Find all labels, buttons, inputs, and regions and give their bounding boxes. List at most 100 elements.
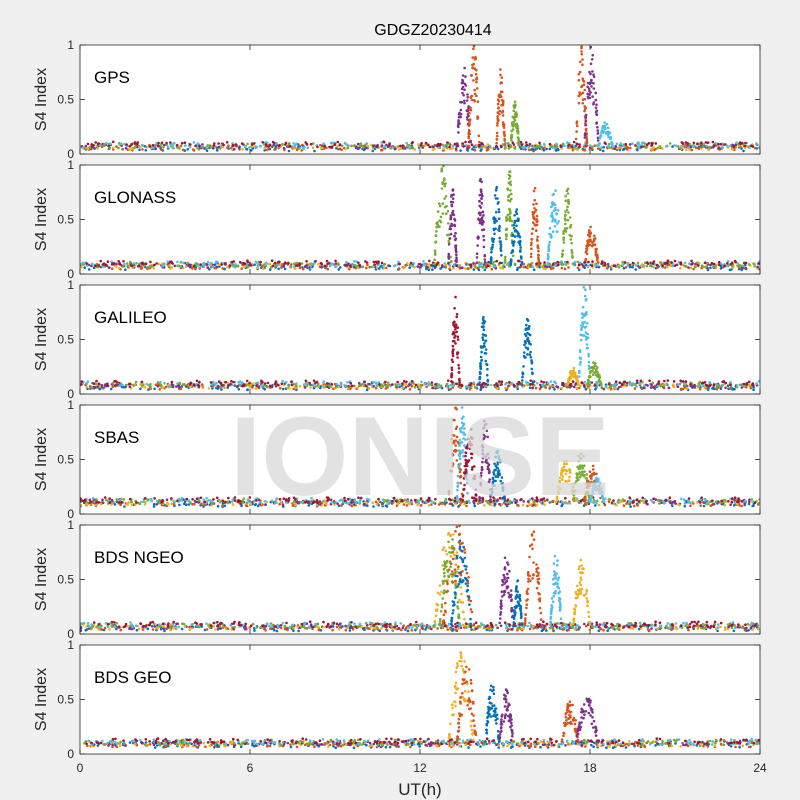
burst-point — [565, 227, 569, 230]
data-point — [593, 384, 597, 387]
burst-point — [575, 122, 579, 125]
burst-point — [528, 342, 531, 345]
burst-point — [529, 263, 532, 266]
data-point — [696, 384, 700, 388]
burst-point — [531, 381, 535, 384]
data-point — [692, 141, 696, 145]
burst-point — [595, 103, 598, 106]
burst-point — [530, 237, 533, 241]
burst-point — [527, 326, 530, 330]
data-point — [328, 385, 331, 388]
burst-point — [453, 307, 456, 310]
burst-point — [532, 212, 535, 215]
data-point — [220, 388, 223, 391]
data-point — [257, 385, 261, 388]
data-point — [170, 502, 174, 506]
data-point — [138, 264, 141, 268]
burst-point — [527, 332, 531, 336]
data-point — [418, 266, 422, 269]
burst-point — [585, 311, 588, 314]
data-point — [181, 148, 185, 152]
burst-point — [526, 338, 529, 342]
burst-point — [523, 351, 526, 354]
data-point — [672, 385, 676, 389]
data-point — [202, 498, 206, 502]
data-point — [574, 382, 578, 385]
data-point — [446, 385, 449, 388]
burst-point — [445, 212, 448, 215]
data-point — [555, 385, 558, 388]
data-point — [440, 265, 444, 269]
burst-point — [441, 212, 445, 215]
data-point — [277, 144, 281, 147]
data-point — [736, 503, 739, 506]
data-point — [334, 262, 338, 265]
data-point — [543, 146, 547, 150]
data-point — [598, 147, 601, 151]
data-point — [319, 385, 322, 388]
data-point — [292, 500, 296, 503]
data-point — [146, 383, 150, 387]
burst-point — [451, 360, 455, 364]
burst-point — [564, 194, 567, 198]
burst-point — [486, 380, 490, 383]
data-point — [648, 264, 652, 267]
burst-point — [456, 351, 459, 355]
burst-point — [433, 262, 436, 266]
data-point — [758, 146, 760, 149]
burst-point — [600, 131, 604, 135]
burst-point — [581, 312, 584, 316]
data-point — [446, 379, 450, 383]
burst-point — [581, 98, 585, 101]
data-point — [85, 146, 88, 150]
burst-point — [579, 360, 582, 364]
data-point — [564, 263, 567, 266]
data-point — [255, 266, 259, 270]
data-point — [602, 387, 606, 391]
burst-point — [483, 254, 487, 258]
burst-point — [484, 348, 488, 351]
data-point — [433, 266, 437, 270]
data-point — [384, 266, 388, 270]
burst-point — [587, 360, 591, 364]
data-point — [246, 388, 249, 391]
data-point — [117, 142, 121, 145]
burst-point — [475, 87, 479, 90]
data-point — [519, 140, 523, 144]
data-point — [216, 504, 220, 508]
data-point — [573, 260, 577, 264]
data-point — [709, 266, 712, 270]
data-point — [396, 502, 400, 506]
burst-point — [530, 247, 533, 250]
data-point — [587, 260, 590, 264]
burst-point — [577, 375, 581, 378]
burst-point — [476, 117, 479, 120]
data-point — [380, 144, 384, 147]
data-point — [306, 266, 309, 270]
data-point — [245, 147, 248, 151]
data-point — [128, 382, 132, 386]
data-point — [658, 502, 661, 505]
data-point — [196, 264, 200, 268]
data-point — [143, 265, 147, 269]
panel-label: GPS — [94, 68, 130, 87]
burst-point — [497, 106, 500, 109]
data-point — [90, 145, 94, 148]
burst-point — [531, 371, 534, 375]
data-point — [231, 503, 235, 506]
data-point — [262, 263, 265, 267]
data-point — [379, 385, 382, 388]
burst-point — [495, 141, 498, 145]
data-point — [534, 386, 538, 390]
burst-point — [433, 251, 437, 254]
burst-point — [453, 336, 456, 339]
burst-point — [594, 247, 598, 251]
burst-point — [467, 128, 471, 132]
burst-point — [513, 221, 516, 225]
data-point — [206, 260, 210, 264]
data-point — [170, 383, 174, 386]
burst-point — [455, 258, 458, 261]
data-point — [486, 143, 490, 146]
data-point — [353, 263, 357, 267]
data-point — [171, 142, 175, 146]
